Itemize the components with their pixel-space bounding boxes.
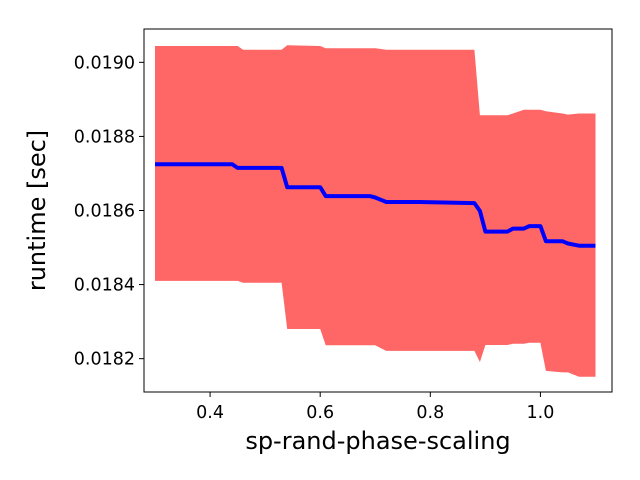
y-axis-ticks: 0.0182 0.0184 0.0186 0.0188 0.0190 [74, 53, 144, 370]
mean-runtime-line [155, 162, 596, 248]
x-tick-label: 1.0 [527, 403, 555, 423]
y-tick-label: 0.0182 [74, 350, 135, 370]
y-axis-label: runtime [sec] [23, 130, 51, 291]
runtime-range-band [155, 45, 596, 377]
x-tick-label: 0.4 [196, 403, 224, 423]
y-tick-label: 0.0188 [74, 127, 135, 147]
x-axis-ticks: 0.4 0.6 0.8 1.0 [196, 392, 554, 423]
x-axis-label: sp-rand-phase-scaling [245, 427, 510, 455]
plot-area [155, 45, 596, 377]
x-tick-label: 0.8 [416, 403, 444, 423]
y-tick-label: 0.0186 [74, 202, 135, 222]
x-tick-label: 0.6 [306, 403, 334, 423]
y-tick-label: 0.0184 [74, 276, 135, 296]
y-tick-label: 0.0190 [74, 53, 135, 73]
